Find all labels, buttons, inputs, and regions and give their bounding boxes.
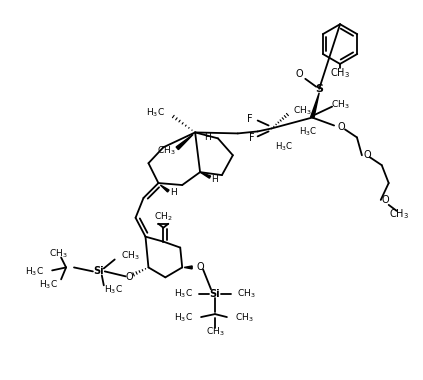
Text: O: O (382, 195, 390, 205)
Text: H: H (170, 188, 177, 198)
Text: O: O (126, 272, 133, 282)
Text: CH$_3$: CH$_3$ (157, 144, 175, 157)
Text: CH$_3$: CH$_3$ (330, 66, 350, 80)
Text: H$_3$C: H$_3$C (25, 265, 44, 278)
Text: H: H (212, 174, 218, 184)
Text: O: O (337, 122, 345, 133)
Text: CH$_3$: CH$_3$ (294, 105, 312, 117)
Text: S: S (315, 84, 323, 94)
Text: CH$_3$: CH$_3$ (235, 312, 253, 324)
Text: CH$_3$: CH$_3$ (49, 247, 67, 260)
Text: CH$_3$: CH$_3$ (206, 326, 224, 338)
Text: F: F (247, 114, 253, 124)
Text: CH$_3$: CH$_3$ (389, 207, 409, 221)
Text: CH$_2$: CH$_2$ (154, 211, 173, 223)
Polygon shape (310, 93, 319, 118)
Text: Si: Si (210, 289, 220, 299)
Text: H$_3$C: H$_3$C (146, 106, 165, 119)
Text: H$_3$C: H$_3$C (174, 312, 193, 324)
Text: O: O (363, 150, 371, 160)
Text: H$_3$C: H$_3$C (299, 125, 317, 138)
Text: H$_3$C: H$_3$C (174, 288, 193, 301)
Text: H$_3$C: H$_3$C (275, 140, 293, 153)
Text: CH$_3$: CH$_3$ (331, 98, 349, 111)
Text: O: O (196, 263, 204, 272)
Text: CH$_3$: CH$_3$ (121, 249, 139, 262)
Polygon shape (160, 185, 169, 192)
Text: H$_3$C: H$_3$C (39, 278, 58, 291)
Text: O: O (296, 69, 303, 79)
Text: F: F (249, 133, 255, 143)
Text: Si: Si (93, 266, 104, 276)
Polygon shape (184, 266, 192, 269)
Text: H: H (203, 133, 210, 142)
Polygon shape (176, 135, 193, 150)
Text: CH$_3$: CH$_3$ (237, 288, 255, 301)
Polygon shape (200, 172, 211, 178)
Text: H$_3$C: H$_3$C (104, 283, 123, 296)
